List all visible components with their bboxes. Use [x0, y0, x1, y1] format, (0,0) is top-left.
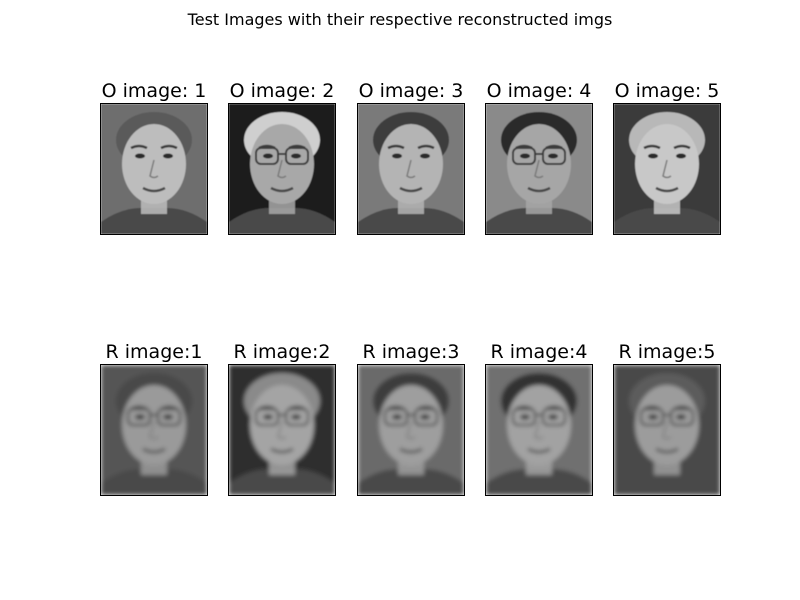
reconstructed-image-title: R image:5	[618, 341, 716, 363]
reconstructed-image-title: R image:3	[362, 341, 460, 363]
reconstructed-face	[614, 365, 720, 495]
original-face-image	[357, 103, 465, 235]
reconstructed-subplot-1: R image:1	[100, 341, 208, 496]
reconstructed-face-image	[228, 364, 336, 496]
face-photo	[486, 104, 592, 234]
original-subplot-2: O image: 2	[228, 80, 336, 235]
original-subplot-5: O image: 5	[613, 80, 721, 235]
original-subplot-4: O image: 4	[485, 80, 593, 235]
original-image-title: O image: 1	[101, 80, 207, 102]
reconstructed-subplot-5: R image:5	[613, 341, 721, 496]
original-image-title: O image: 5	[614, 80, 720, 102]
reconstructed-face	[486, 365, 592, 495]
reconstructed-face-image	[485, 364, 593, 496]
reconstructed-image-title: R image:1	[105, 341, 203, 363]
reconstructed-image-title: R image:2	[233, 341, 331, 363]
original-image-title: O image: 3	[358, 80, 464, 102]
reconstructed-face-image	[100, 364, 208, 496]
reconstructed-face-image	[613, 364, 721, 496]
original-face-image	[613, 103, 721, 235]
face-photo	[614, 104, 720, 234]
original-face-image	[485, 103, 593, 235]
reconstructed-face	[101, 365, 207, 495]
face-photo	[358, 104, 464, 234]
original-subplot-3: O image: 3	[357, 80, 465, 235]
reconstructed-subplot-4: R image:4	[485, 341, 593, 496]
reconstructed-image-title: R image:4	[490, 341, 588, 363]
reconstructed-face	[229, 365, 335, 495]
original-face-image	[100, 103, 208, 235]
reconstructed-face-image	[357, 364, 465, 496]
original-image-title: O image: 2	[229, 80, 335, 102]
figure-title: Test Images with their respective recons…	[187, 10, 613, 29]
face-photo	[101, 104, 207, 234]
original-subplot-1: O image: 1	[100, 80, 208, 235]
face-photo	[229, 104, 335, 234]
reconstructed-face	[358, 365, 464, 495]
original-face-image	[228, 103, 336, 235]
reconstructed-subplot-2: R image:2	[228, 341, 336, 496]
reconstructed-subplot-3: R image:3	[357, 341, 465, 496]
original-image-title: O image: 4	[486, 80, 592, 102]
